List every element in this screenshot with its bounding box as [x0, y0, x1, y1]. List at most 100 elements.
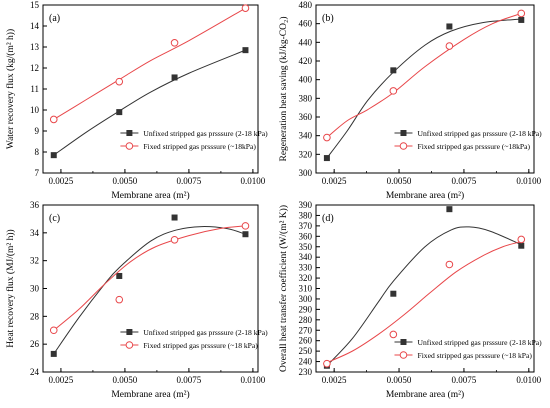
panel-label: (a): [49, 13, 60, 24]
x-tick-label: 0.0100: [241, 375, 266, 385]
legend-label: Unfixed stripped gas prsssure (2-18 kPa): [417, 129, 542, 138]
panel-label: (d): [322, 213, 334, 224]
y-tick-label: 26: [30, 339, 40, 349]
y-tick-label: 15: [30, 0, 40, 10]
y-tick-label: 300: [299, 294, 313, 304]
data-point-circle: [445, 42, 454, 50]
data-point-circle: [49, 115, 58, 124]
legend-label: Fixed stripped gas prsssure (~18kPa): [417, 142, 530, 151]
x-tick-label: 0.0075: [177, 176, 202, 186]
x-tick-label: 0.0075: [452, 176, 477, 186]
y-tick-label: 280: [299, 315, 313, 325]
legend-label: Fixed stripped gas prsssure (~18 kPa): [143, 341, 258, 350]
y-tick-label: 320: [299, 273, 313, 283]
y-tick-label: 420: [299, 56, 313, 66]
y-tick-label: 8: [35, 147, 40, 157]
y-tick-label: 250: [299, 346, 313, 356]
data-point-square: [242, 47, 249, 54]
y-tick-label: 260: [299, 336, 313, 346]
data-point-circle: [241, 222, 250, 230]
legend-marker-square: [126, 329, 133, 335]
y-tick-label: 7: [35, 168, 40, 178]
x-tick-label: 0.0025: [322, 176, 347, 186]
data-point-square: [390, 67, 397, 74]
y-tick-label: 270: [299, 325, 313, 335]
x-tick-label: 0.0100: [516, 176, 541, 186]
x-tick-label: 0.0050: [387, 176, 412, 186]
x-axis-title: Membrane area (m²): [386, 389, 464, 400]
x-tick-label: 0.0050: [387, 375, 412, 385]
legend-label: Unfixed stripped gas prsssure (2-18 kPa): [143, 129, 268, 138]
x-tick-label: 0.0100: [241, 176, 266, 186]
x-axis-title: Membrane area (m²): [111, 389, 189, 400]
y-axis-title: Regeneration heat saving (kJ/kg-CO₂): [278, 17, 289, 162]
x-tick-label: 0.0075: [452, 375, 477, 385]
y-tick-label: 10: [30, 105, 40, 115]
fit-curve-series-1: [53, 226, 246, 355]
x-tick-label: 0.0050: [113, 176, 138, 186]
data-point-circle: [389, 87, 398, 95]
legend-label: Fixed stripped gas prsssure (~18 kPa): [417, 351, 532, 360]
y-tick-label: 36: [30, 200, 40, 210]
y-tick-label: 480: [299, 0, 313, 10]
data-point-square: [390, 290, 397, 297]
data-point-circle: [517, 9, 526, 18]
legend-label: Unfixed stripped gas prsssure (2-18 kPa): [417, 338, 542, 347]
y-tick-label: 320: [299, 149, 313, 159]
y-tick-label: 28: [30, 311, 40, 321]
fit-curve-series-2: [326, 241, 522, 364]
y-tick-label: 380: [299, 210, 313, 220]
data-point-circle: [49, 326, 58, 335]
x-axis-title: Membrane area (m²): [386, 190, 464, 201]
y-tick-label: 340: [299, 252, 313, 262]
x-tick-label: 0.0025: [49, 375, 74, 385]
data-point-circle: [445, 260, 454, 269]
x-tick-label: 0.0025: [322, 375, 347, 385]
legend-label: Fixed stripped gas prsssure (~18kPa): [143, 142, 256, 151]
legend-marker-square: [126, 130, 133, 136]
y-tick-label: 380: [299, 93, 313, 103]
fit-curve-series-2: [53, 225, 246, 331]
chart-panel-3: 0.0025 0.0050 0.0075 0.0100 24 26 28 30 32 34 36 Me…: [5, 200, 268, 400]
data-point-circle: [323, 133, 331, 142]
data-point-circle: [323, 359, 331, 368]
y-tick-label: 12: [30, 63, 39, 73]
data-point-circle: [115, 295, 124, 304]
legend-marker-square: [400, 130, 407, 136]
y-tick-label: 34: [30, 228, 40, 238]
data-point-square: [171, 74, 178, 81]
chart-panel-4: 0.0025 0.0050 0.0075 0.01002302402502602702…: [278, 200, 542, 400]
y-tick-label: 290: [299, 304, 313, 314]
y-tick-label: 310: [299, 284, 313, 294]
data-point-circle: [517, 235, 526, 244]
x-tick-label: 0.0050: [113, 375, 138, 385]
panel-label: (c): [49, 213, 60, 224]
x-tick-label: 0.0075: [177, 375, 202, 385]
y-tick-label: 360: [299, 231, 313, 241]
y-axis-title: Water recovery flux (kg/(m² h)): [5, 29, 16, 149]
data-point-square: [323, 155, 330, 162]
x-tick-label: 0.0100: [516, 375, 541, 385]
y-tick-label: 330: [299, 263, 313, 273]
chart-panel-1: 0.0025 0.0050 0.0075 0.0100 7 8 9 10 11 12 13 14 15 M…: [5, 0, 268, 201]
fit-curve-series-1: [326, 226, 522, 367]
data-point-square: [50, 152, 57, 159]
fit-curve-series-2: [326, 12, 522, 138]
data-point-circle: [115, 77, 124, 86]
y-tick-label: 9: [35, 126, 40, 136]
panel-label: (b): [322, 13, 334, 24]
y-tick-label: 24: [30, 367, 40, 377]
y-axis-title: Heat recovery flux (MJ/(m² h)): [5, 229, 16, 347]
data-point-square: [171, 214, 178, 221]
y-axis-title: Overall heat transfer coefficient (W/(m²…: [278, 205, 289, 372]
data-point-square: [446, 206, 453, 213]
data-point-square: [50, 350, 57, 357]
data-point-square: [518, 16, 525, 23]
data-point-circle: [389, 330, 398, 339]
fit-curve-series-1: [326, 18, 522, 159]
y-tick-label: 230: [299, 367, 313, 377]
y-tick-label: 11: [30, 84, 39, 94]
plot-frame: [315, 4, 535, 174]
fit-curve-series-1: [53, 49, 246, 156]
